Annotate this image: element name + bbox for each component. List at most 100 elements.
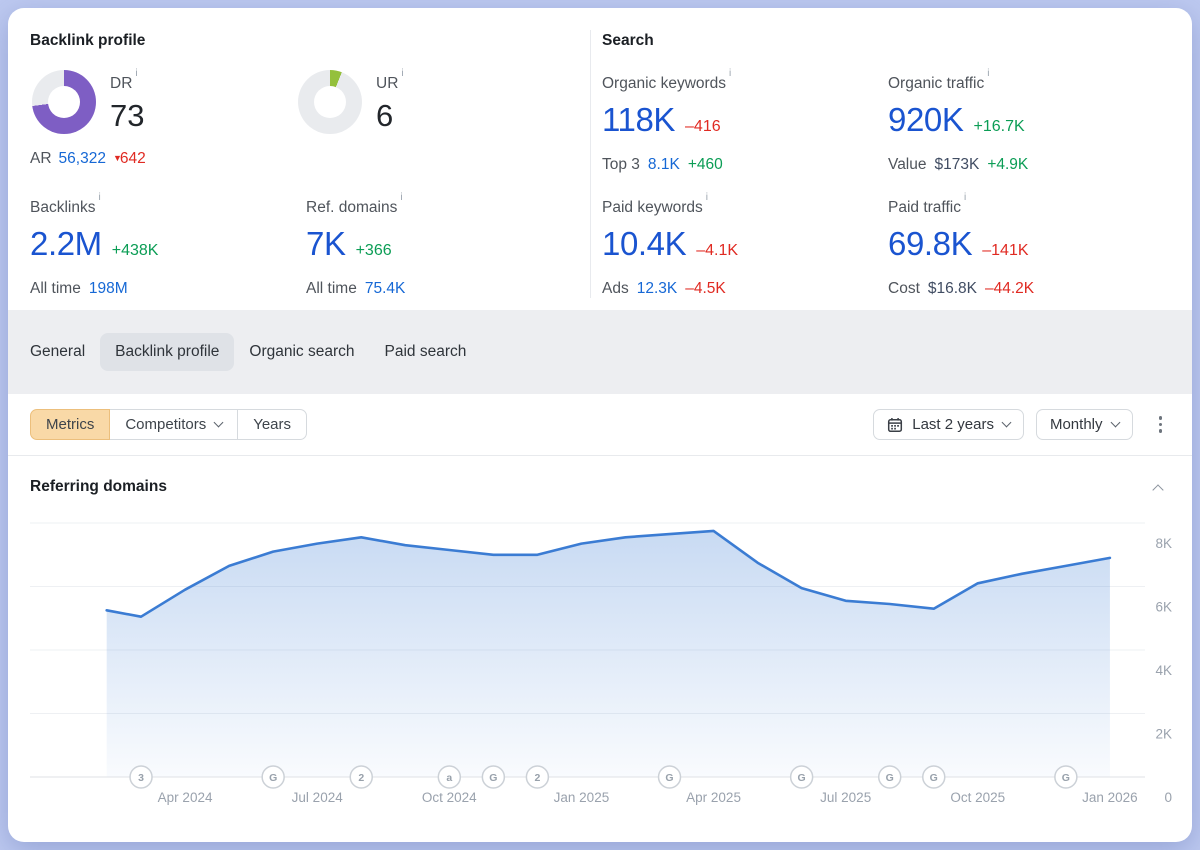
alltime-ref-domains-link[interactable]: 75.4K [364,280,406,298]
info-icon[interactable]: i [705,192,709,203]
ref-domains-delta: +366 [355,242,392,260]
svg-text:6K: 6K [1155,600,1172,615]
chart-title: Referring domains [30,478,167,495]
svg-text:G: G [930,772,938,784]
paid-traffic-label: Paid traffic [888,199,961,217]
svg-text:2: 2 [534,772,540,784]
search-title: Search [602,32,654,49]
referring-domains-chart[interactable]: 3 G 2 a G 2 G G G G G 8K 6K 4K 2K 0 Apr 2024 Jul 2024 Oct … [20,515,1180,815]
years-button[interactable]: Years [237,409,308,440]
value-label: Value [888,156,927,174]
cost-amount: $16.8K [927,280,978,298]
tab-organic-search[interactable]: Organic search [249,343,355,360]
more-options-button[interactable] [1151,410,1171,439]
info-icon[interactable]: i [987,68,990,79]
ar-label: AR [30,150,52,167]
organic-keywords-delta: –416 [685,118,721,136]
calendar-icon [888,417,903,432]
organic-traffic-metric: Organic traffici 920K +16.7K Value $173K… [888,68,1158,174]
traffic-value-amount: $173K [934,156,980,174]
granularity-dropdown-button[interactable]: Monthly [1035,409,1133,440]
svg-text:2: 2 [358,772,364,784]
ar-row: AR 56,322 ▼642 [30,150,146,168]
ads-value-link[interactable]: 12.3K [636,280,678,298]
tab-backlink-profile[interactable]: Backlink profile [100,333,235,371]
svg-text:Jan 2026: Jan 2026 [1082,790,1138,805]
ads-delta: –4.5K [685,280,726,298]
chart-header: Referring domains [8,456,1192,508]
info-icon[interactable]: i [401,68,404,79]
info-icon[interactable]: i [400,192,403,203]
paid-keywords-value-link[interactable]: 10.4K [602,225,687,263]
backlinks-value-link[interactable]: 2.2M [30,225,102,263]
tab-general[interactable]: General [30,343,86,360]
tab-paid-search[interactable]: Paid search [384,343,467,360]
ar-delta: ▼642 [112,150,146,167]
paid-keywords-metric: Paid keywordsi 10.4K –4.1K Ads 12.3K –4.… [602,192,872,298]
organic-traffic-delta: +16.7K [973,118,1025,136]
svg-text:Jan 2025: Jan 2025 [554,790,610,805]
chevron-down-icon [213,417,224,428]
svg-text:a: a [446,772,452,784]
competitors-dropdown-button[interactable]: Competitors [109,409,239,440]
organic-keywords-label: Organic keywords [602,75,727,93]
collapse-section-button[interactable] [1148,482,1168,498]
metrics-overview: Backlink profile DRi 73 URi 6 AR 56,322 … [8,8,1192,310]
alltime-label: All time [306,280,357,298]
svg-text:G: G [886,772,894,784]
ar-value-link[interactable]: 56,322 [58,150,106,167]
svg-text:3: 3 [138,772,144,784]
svg-text:4K: 4K [1155,663,1172,678]
ads-label: Ads [602,280,629,298]
svg-text:Oct 2025: Oct 2025 [950,790,1005,805]
ref-domains-label: Ref. domains [306,199,398,217]
chevron-up-icon [1152,484,1164,496]
backlinks-delta: +438K [111,242,159,260]
report-tabs: General Backlink profile Organic search … [8,310,1192,394]
info-icon[interactable]: i [135,68,138,79]
info-icon[interactable]: i [963,192,967,203]
cost-delta: –44.2K [985,280,1035,298]
metrics-button[interactable]: Metrics [30,409,111,440]
ur-metric: URi 6 [376,68,404,134]
svg-text:G: G [269,772,277,784]
top3-delta: +460 [687,156,723,174]
dr-donut-chart [32,70,96,134]
traffic-value-delta: +4.9K [987,156,1029,174]
paid-traffic-delta: –141K [982,242,1029,260]
svg-text:G: G [1062,772,1070,784]
paid-keywords-delta: –4.1K [696,242,739,260]
alltime-backlinks-link[interactable]: 198M [88,280,128,298]
backlinks-label: Backlinks [30,199,96,217]
svg-text:Jul 2024: Jul 2024 [292,790,344,805]
toolbar-right-group: Last 2 years Monthly [873,409,1170,440]
svg-text:Oct 2024: Oct 2024 [422,790,477,805]
svg-text:Apr 2024: Apr 2024 [158,790,213,805]
paid-traffic-value-link[interactable]: 69.8K [888,225,973,263]
svg-text:G: G [798,772,806,784]
organic-keywords-metric: Organic keywordsi 118K –416 Top 3 8.1K +… [602,68,872,174]
ur-label: UR [376,75,399,93]
svg-text:2K: 2K [1155,727,1172,742]
ur-donut-chart [298,70,362,134]
svg-text:G: G [665,772,673,784]
info-icon[interactable]: i [98,192,101,203]
dr-metric: DRi 73 [110,68,144,134]
ref-domains-value-link[interactable]: 7K [306,225,346,263]
svg-text:G: G [489,772,497,784]
chart-toolbar: Metrics Competitors Years Last 2 years [8,394,1192,456]
down-triangle-icon: ▼ [112,153,122,163]
date-range-dropdown-button[interactable]: Last 2 years [873,409,1024,440]
view-segmented-control: Metrics Competitors Years [30,409,308,440]
svg-text:Jul 2025: Jul 2025 [820,790,871,805]
ur-value: 6 [376,98,394,134]
organic-traffic-value-link[interactable]: 920K [888,101,964,139]
organic-keywords-value-link[interactable]: 118K [602,101,676,139]
info-icon[interactable]: i [729,68,732,79]
section-divider [590,30,591,298]
top3-value-link[interactable]: 8.1K [647,156,680,174]
backlink-profile-title: Backlink profile [30,32,146,49]
paid-traffic-metric: Paid traffici 69.8K –141K Cost $16.8K –4… [888,192,1158,298]
paid-keywords-label: Paid keywords [602,199,703,217]
